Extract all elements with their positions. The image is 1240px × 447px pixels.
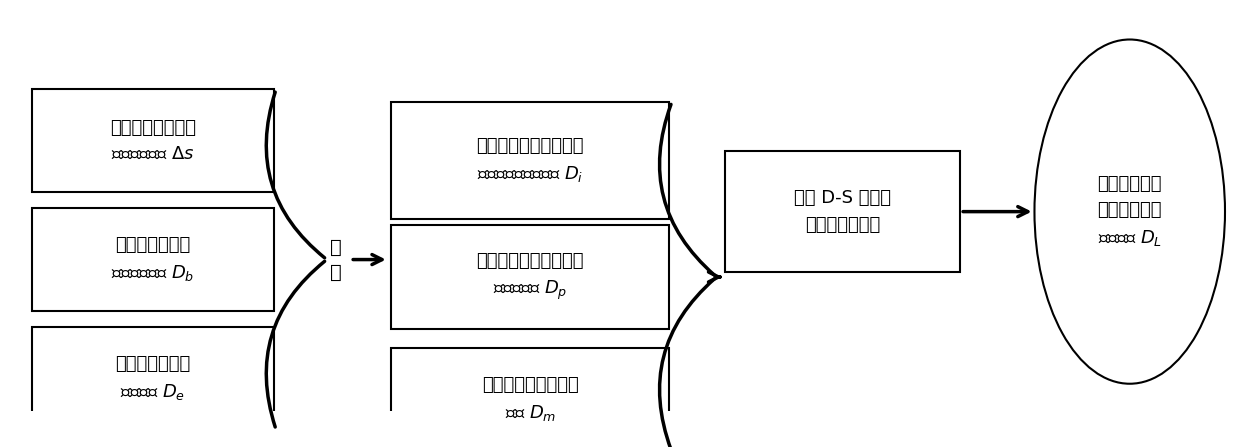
FancyBboxPatch shape <box>391 225 670 329</box>
Text: 计算无人机变速引
起的偏航距离 $\Delta s$: 计算无人机变速引 起的偏航距离 $\Delta s$ <box>110 118 196 163</box>
Text: 确定无人机与输电线路
的电气绝缘安全距离 $D_i$: 确定无人机与输电线路 的电气绝缘安全距离 $D_i$ <box>476 137 584 184</box>
FancyBboxPatch shape <box>32 327 274 430</box>
FancyBboxPatch shape <box>391 102 670 219</box>
Text: 确定输电线路无线电干
扰防护距离 $D_p$: 确定输电线路无线电干 扰防护距离 $D_p$ <box>476 252 584 302</box>
FancyBboxPatch shape <box>32 208 274 311</box>
Text: 架空输电线路
与民用无人机
安全距离 $D_L$: 架空输电线路 与民用无人机 安全距离 $D_L$ <box>1097 175 1162 249</box>
FancyBboxPatch shape <box>32 89 274 192</box>
Text: 确定无人机运动距离
余量 $D_m$: 确定无人机运动距离 余量 $D_m$ <box>482 376 579 423</box>
FancyBboxPatch shape <box>725 151 960 272</box>
Text: 基于 D-S 证据理
论进行融合计算: 基于 D-S 证据理 论进行融合计算 <box>794 189 892 234</box>
Text: 求
和: 求 和 <box>330 237 341 282</box>
Ellipse shape <box>1034 39 1225 384</box>
FancyBboxPatch shape <box>391 348 670 447</box>
Text: 设定无人机悬停
距离余量 $D_e$: 设定无人机悬停 距离余量 $D_e$ <box>115 355 191 402</box>
Text: 计算无人机反应
延迟缓冲距离 $D_b$: 计算无人机反应 延迟缓冲距离 $D_b$ <box>112 236 195 283</box>
